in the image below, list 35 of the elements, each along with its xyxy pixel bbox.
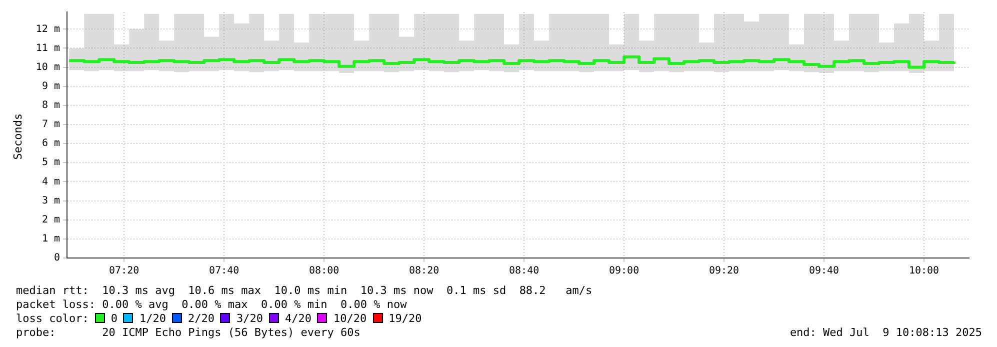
text: probe: 20 ICMP Echo Pings (56 Bytes) every 60s	[16, 326, 360, 339]
legend-label: 4/20	[284, 312, 312, 325]
text: packet loss: 0.00 % avg 0.00 % max 0.00 % min 0.00 % now	[16, 298, 408, 312]
legend-label: 19/20	[388, 312, 422, 325]
x-tick-label: 09:00	[608, 266, 640, 277]
x-tick-label: 10:00	[908, 266, 940, 277]
y-tick-label: 8 m	[42, 100, 60, 112]
legend-label: 3/20	[236, 312, 263, 325]
legend-label: 0	[110, 312, 118, 325]
x-tick-label: 08:20	[408, 266, 440, 277]
x-tick-label: 09:40	[808, 266, 840, 277]
y-axis-title: Seconds	[12, 112, 24, 162]
y-tick-label: 1 m	[42, 234, 60, 245]
x-tick-label: 07:20	[109, 266, 140, 277]
x-tick-label: 07:40	[209, 266, 240, 277]
x-tick-label: 09:20	[708, 266, 740, 277]
y-tick-label: 3 m	[42, 195, 60, 206]
y-tick-label: 6 m	[42, 138, 60, 150]
y-tick-label: 9 m	[42, 80, 60, 92]
y-tick-label: 4 m	[42, 176, 60, 188]
x-tick-label: 08:00	[309, 266, 340, 277]
y-tick-label: 0	[54, 252, 60, 264]
y-tick-label: 12 m	[36, 24, 60, 35]
legend-label: 10/20	[333, 312, 367, 325]
y-tick-label: 7 m	[42, 119, 60, 130]
y-tick-label: 11 m	[36, 42, 60, 54]
y-tick-label: 10 m	[36, 62, 60, 73]
y-tick-label: 2 m	[42, 214, 60, 226]
legend-title: loss color:	[16, 312, 89, 325]
legend-label: 1/20	[139, 312, 166, 325]
text: end: Wed Jul 9 10:08:13 2025	[790, 326, 982, 340]
x-tick-label: 08:40	[509, 266, 540, 277]
y-tick-label: 5 m	[42, 157, 60, 168]
legend-label: 2/20	[188, 312, 214, 325]
text: median rtt: 10.3 ms avg 10.6 ms max 10.0 ms min 10.3 ms now 0.1 ms sd 88.2 am/s	[16, 284, 594, 298]
